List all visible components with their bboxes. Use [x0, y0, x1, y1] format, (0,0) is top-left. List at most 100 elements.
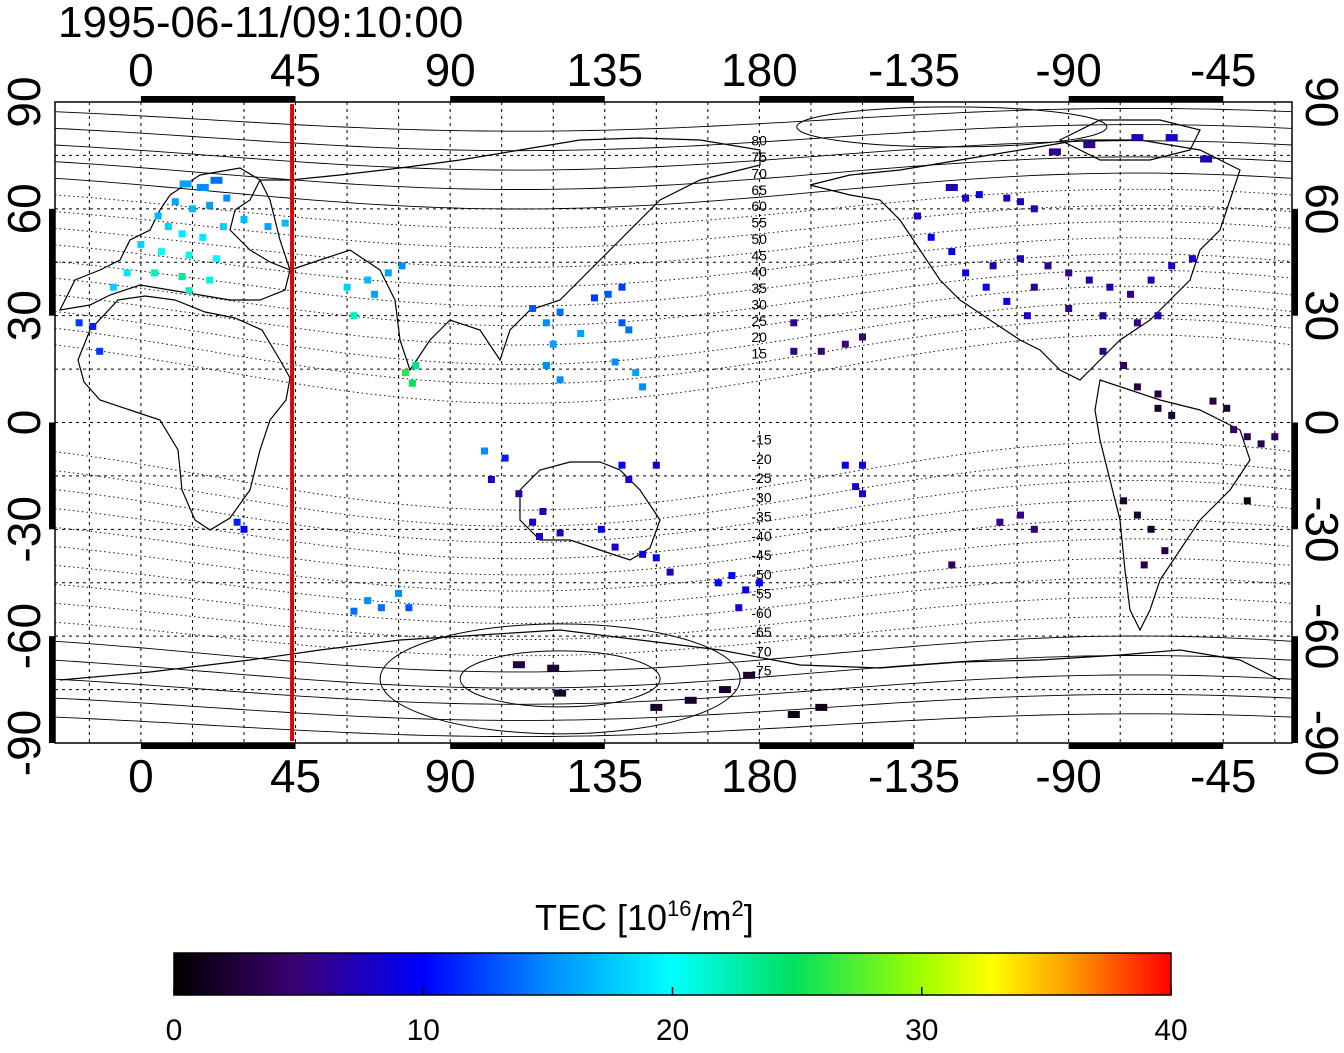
- contour-label: 30: [751, 296, 767, 312]
- bottom-tick-label: 135: [566, 750, 643, 802]
- tec-point: [1065, 305, 1073, 312]
- tec-point: [529, 305, 537, 312]
- tec-point: [1154, 312, 1162, 320]
- frame-bar-top: [140, 96, 296, 102]
- tec-point: [982, 283, 990, 291]
- tec-point: [264, 223, 272, 231]
- bottom-longitude-labels: 0 45 90 135 180 -135 -90 -45: [128, 750, 1256, 802]
- colorbar-tick-label: 40: [1154, 1014, 1187, 1047]
- right-tick-label: 90: [1296, 76, 1344, 127]
- tec-point: [199, 233, 207, 241]
- tec-point: [408, 379, 416, 387]
- coast-australia: [519, 461, 661, 561]
- tec-point: [350, 312, 358, 320]
- tec-point: [714, 579, 722, 587]
- contour-line: [55, 107, 1292, 132]
- tec-point: [817, 347, 825, 355]
- contour-pole-south: [459, 650, 661, 708]
- tec-point: [206, 276, 214, 284]
- tec-point: [859, 333, 866, 341]
- left-tick-label: -30: [0, 496, 50, 562]
- tec-point: [1120, 497, 1128, 505]
- tec-point: [611, 543, 619, 551]
- tec-point: [412, 362, 420, 369]
- tec-point: [1127, 290, 1134, 298]
- tec-point: [1209, 397, 1217, 405]
- tec-point: [652, 461, 660, 469]
- tec-point: [1003, 297, 1011, 305]
- tec-point: [1131, 134, 1144, 142]
- tec-point: [1120, 362, 1128, 369]
- bottom-tick-label: -45: [1190, 750, 1256, 802]
- contour-label: -25: [751, 470, 771, 486]
- tec-point: [402, 369, 409, 377]
- tec-point: [350, 607, 358, 615]
- colorbar-tick-label: 20: [656, 1014, 689, 1047]
- right-tick-label: -30: [1296, 496, 1344, 562]
- contour-line: [55, 237, 1292, 288]
- contour-pole-north: [796, 106, 1108, 148]
- frame-bar-left: [49, 208, 55, 316]
- contour-line: [55, 172, 1292, 210]
- contour-line: [55, 188, 1292, 229]
- left-tick-label: 0: [0, 410, 50, 436]
- top-tick-label: 0: [128, 44, 154, 96]
- contour-label: -35: [751, 509, 771, 525]
- tec-point: [790, 347, 798, 355]
- bottom-tick-label: 180: [721, 750, 798, 802]
- tec-point: [178, 273, 186, 280]
- tec-point: [639, 383, 647, 391]
- top-tick-label: -135: [868, 44, 960, 96]
- tec-point: [639, 550, 647, 558]
- frame-bar-right: [1292, 422, 1298, 530]
- coast-asia: [259, 137, 761, 372]
- coast-north-america: [809, 139, 1241, 381]
- tec-point: [213, 255, 220, 263]
- coast-greenland: [1058, 119, 1201, 161]
- tec-point: [398, 262, 406, 270]
- tec-point: [536, 533, 543, 540]
- tec-point: [1168, 262, 1176, 270]
- bottom-tick-label: 90: [425, 750, 476, 802]
- tec-point: [577, 330, 585, 337]
- tec-point: [1168, 411, 1176, 419]
- tec-point: [1044, 262, 1052, 270]
- tec-point: [512, 661, 525, 669]
- tec-point: [1200, 155, 1213, 163]
- tec-point: [684, 696, 697, 704]
- contour-line: [55, 538, 1292, 592]
- bottom-tick-label: 45: [270, 750, 321, 802]
- tec-point: [632, 369, 640, 377]
- tec-point: [123, 269, 131, 277]
- tec-point: [735, 604, 743, 612]
- contour-label: 75: [751, 149, 767, 165]
- right-tick-label: 30: [1296, 290, 1344, 341]
- left-tick-label: 90: [0, 76, 50, 127]
- tec-point: [556, 529, 564, 537]
- contour-line: [55, 441, 1292, 511]
- tec-point: [196, 184, 209, 191]
- contour-line: [55, 616, 1292, 657]
- contour-line: [55, 334, 1292, 404]
- tec-point: [1147, 525, 1155, 533]
- bottom-tick-label: -90: [1035, 750, 1101, 802]
- tec-point: [1133, 511, 1141, 519]
- tec-point: [1223, 404, 1231, 412]
- tec-point: [89, 322, 97, 330]
- tec-point: [742, 586, 750, 594]
- contour-label: -20: [751, 451, 771, 467]
- tec-point: [1030, 205, 1038, 213]
- contour-label: -40: [751, 528, 771, 544]
- contour-line: [55, 253, 1292, 307]
- tec-point: [206, 201, 214, 209]
- tec-point: [1161, 547, 1169, 555]
- tec-point: [405, 604, 413, 612]
- tec-point: [223, 194, 231, 202]
- map-title: 1995-06-11/09:10:00: [58, 0, 463, 47]
- tec-point: [1140, 561, 1148, 569]
- contour-line: [55, 480, 1292, 543]
- tec-point: [962, 194, 970, 202]
- frame-bar-left: [49, 422, 55, 530]
